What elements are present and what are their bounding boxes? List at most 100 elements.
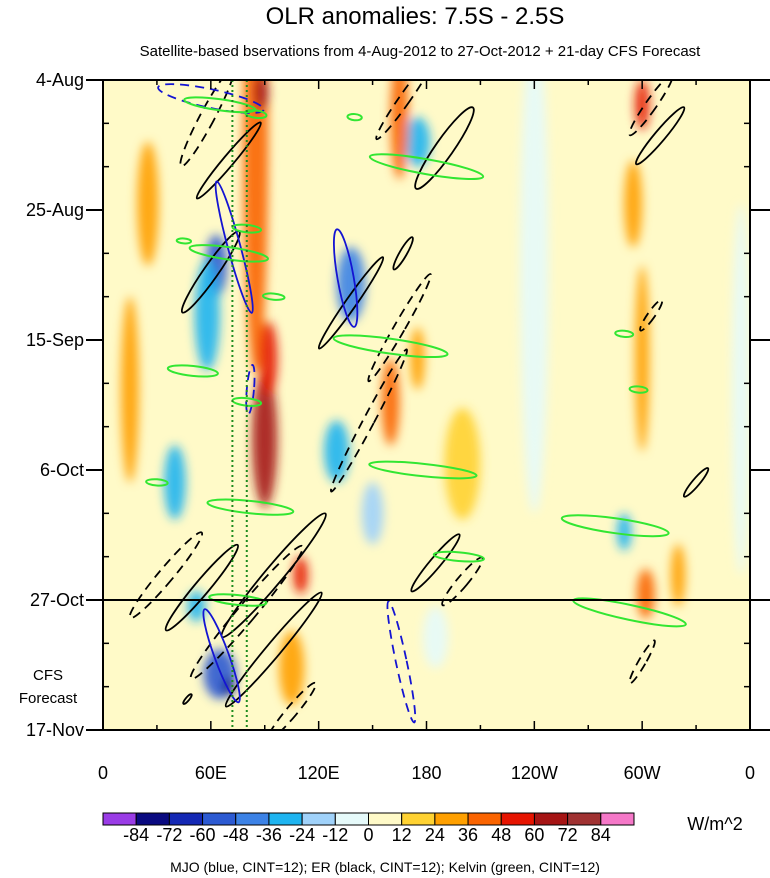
mjo-contour-3 [245,363,256,416]
mjo-contour-4 [202,608,241,704]
kelvin-contour-19 [628,385,649,394]
olr-anomaly-blob-6 [164,445,186,520]
colorbar-swatch-13 [533,812,569,826]
x-tick-label-3: 180 [411,763,441,783]
er-contour-11 [639,298,664,332]
reference-lines [231,80,248,730]
er-contour-18 [266,681,317,730]
olr-anomaly-blob-20 [634,265,650,452]
olr-anomaly-blob-5 [194,259,220,371]
olr-anomaly-blob-17 [293,556,308,594]
kelvin-contour-7 [261,292,286,301]
colorbar-label-10: 36 [458,825,478,845]
olr-anomaly-blob-29 [670,544,686,607]
colorbar-swatch-15 [600,812,635,826]
kelvin-contour-18 [614,329,635,338]
colorbar-label-1: -72 [156,825,182,845]
kelvin-contour-16 [208,593,268,607]
kelvin-contour-5 [175,237,193,245]
er-contour-6 [392,236,414,271]
kelvin-contour-1 [244,109,268,120]
er-contour-3 [317,256,385,350]
er-contour-13 [128,531,204,620]
colorbar-swatch-2 [168,812,204,826]
olr-anomaly-blob-30 [422,606,449,669]
x-tick-label-5: 60W [624,763,661,783]
olr-anomaly-blob-18 [634,80,650,130]
er-contour-21 [628,639,656,685]
er-contour-19 [410,533,461,593]
colorbar-label-3: -48 [223,825,249,845]
mjo-contour-0 [157,83,265,114]
colorbar-label-14: 84 [591,825,611,845]
colorbar-swatch-8 [368,812,403,826]
olr-anomaly-blob-28 [732,203,750,576]
colorbar-units: W/m^2 [687,814,742,834]
forecast-label-line-2: Forecast [19,690,78,707]
colorbar-swatch-12 [500,812,535,826]
x-tick-label-4: 120W [511,763,558,783]
y-tick-label-0: 4-Aug [36,70,84,90]
kelvin-contour-14 [560,514,670,538]
er-contour-12 [682,467,710,498]
er-contour-1 [195,121,262,200]
olr-anomaly-blob-2 [259,321,278,396]
y-tick-label-2: 15-Sep [26,330,84,350]
axes: 0 60E 120E 180 120W 60W 0 4-Aug 25-Aug 15-Sep 6-Oc… [26,70,770,783]
olr-anomaly-blob-10 [336,247,366,322]
y-tick-label-1: 25-Aug [26,200,84,220]
x-tick-label-0: 0 [98,763,108,783]
colorbar-label-2: -60 [190,825,216,845]
er-contour-16 [189,544,304,680]
mjo-contour-1 [214,180,254,314]
er-contour-7 [367,273,432,383]
y-tick-label-4: 27-Oct [30,590,84,610]
olr-anomaly-blob-13 [404,117,431,167]
colorbar-label-5: -24 [289,825,315,845]
colorbar-swatch-7 [334,812,369,826]
kelvin-contour-8 [332,334,449,359]
kelvin-contour-3 [368,153,485,181]
er-contour-0 [179,80,236,168]
colorbar-swatch-9 [401,812,436,826]
contour-overlays [128,80,710,730]
olr-anomaly-blob-22 [636,569,655,619]
olr-anomaly-blob-25 [279,630,305,706]
colorbar: -84 -72 -60 -48 -36 -24 -12 0 12 24 36 48 60 72 84 [102,812,635,845]
colorbar-swatch-11 [467,812,502,826]
kelvin-contour-15 [432,550,485,563]
colorbar-label-8: 12 [392,825,412,845]
kelvin-contour-9 [166,364,219,378]
olr-anomaly-blob-21 [617,513,632,551]
colorbar-label-7: 0 [363,825,373,845]
kelvin-contour-11 [368,460,478,480]
olr-anomaly-blob-19 [624,160,643,248]
colorbar-swatch-10 [434,812,469,826]
forecast-label-line-1: CFS [33,667,63,684]
colorbar-label-11: 48 [491,825,511,845]
colorbar-swatch-14 [567,812,602,826]
contour-legend-footer: MJO (blue, CINT=12); ER (black, CINT=12)… [170,859,600,875]
colorbar-swatch-6 [301,812,336,826]
colorbar-swatch-5 [268,812,303,826]
kelvin-contour-12 [206,498,295,516]
olr-anomaly-blob-26 [444,408,481,520]
kelvin-contour-2 [346,112,363,122]
x-tick-label-1: 60E [195,763,227,783]
colorbar-label-12: 60 [524,825,544,845]
er-contour-17 [224,591,323,708]
y-tick-label-3: 6-Oct [40,460,84,480]
colorbar-swatch-4 [235,812,270,826]
olr-anomaly-blob-16 [410,327,425,390]
colorbar-label-13: 72 [558,825,578,845]
mjo-contour-2 [333,228,359,328]
colorbar-swatch-1 [135,812,170,826]
olr-anomaly-blob-14 [390,80,409,180]
er-contour-10 [635,106,686,166]
er-contour-9 [628,80,674,137]
olr-anomaly-blob-11 [324,420,350,483]
chart-title: OLR anomalies: 7.5S - 2.5S [266,3,565,30]
er-contour-5 [414,106,475,190]
er-contour-4 [375,80,435,141]
y-tick-label-5: 17-Nov [26,720,84,740]
